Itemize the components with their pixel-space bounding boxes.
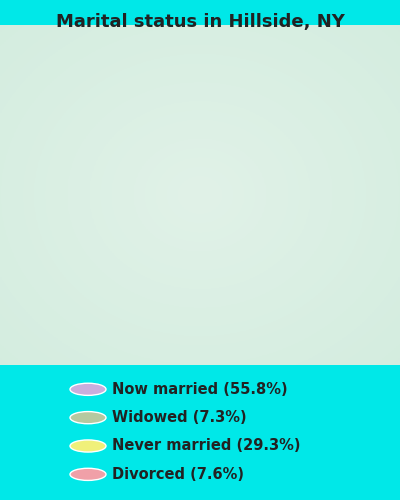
Text: Widowed (7.3%): Widowed (7.3%) bbox=[112, 410, 247, 425]
Wedge shape bbox=[159, 80, 316, 310]
Wedge shape bbox=[115, 236, 178, 303]
Text: Never married (29.3%): Never married (29.3%) bbox=[112, 438, 300, 454]
Wedge shape bbox=[84, 92, 172, 274]
Circle shape bbox=[70, 412, 106, 424]
Wedge shape bbox=[147, 80, 200, 140]
Text: Divorced (7.6%): Divorced (7.6%) bbox=[112, 467, 244, 482]
Text: Marital status in Hillside, NY: Marital status in Hillside, NY bbox=[56, 13, 344, 31]
Circle shape bbox=[70, 383, 106, 396]
Text: Now married (55.8%): Now married (55.8%) bbox=[112, 382, 288, 397]
Text: City-Data.com: City-Data.com bbox=[294, 35, 363, 45]
Circle shape bbox=[70, 440, 106, 452]
Circle shape bbox=[70, 468, 106, 480]
